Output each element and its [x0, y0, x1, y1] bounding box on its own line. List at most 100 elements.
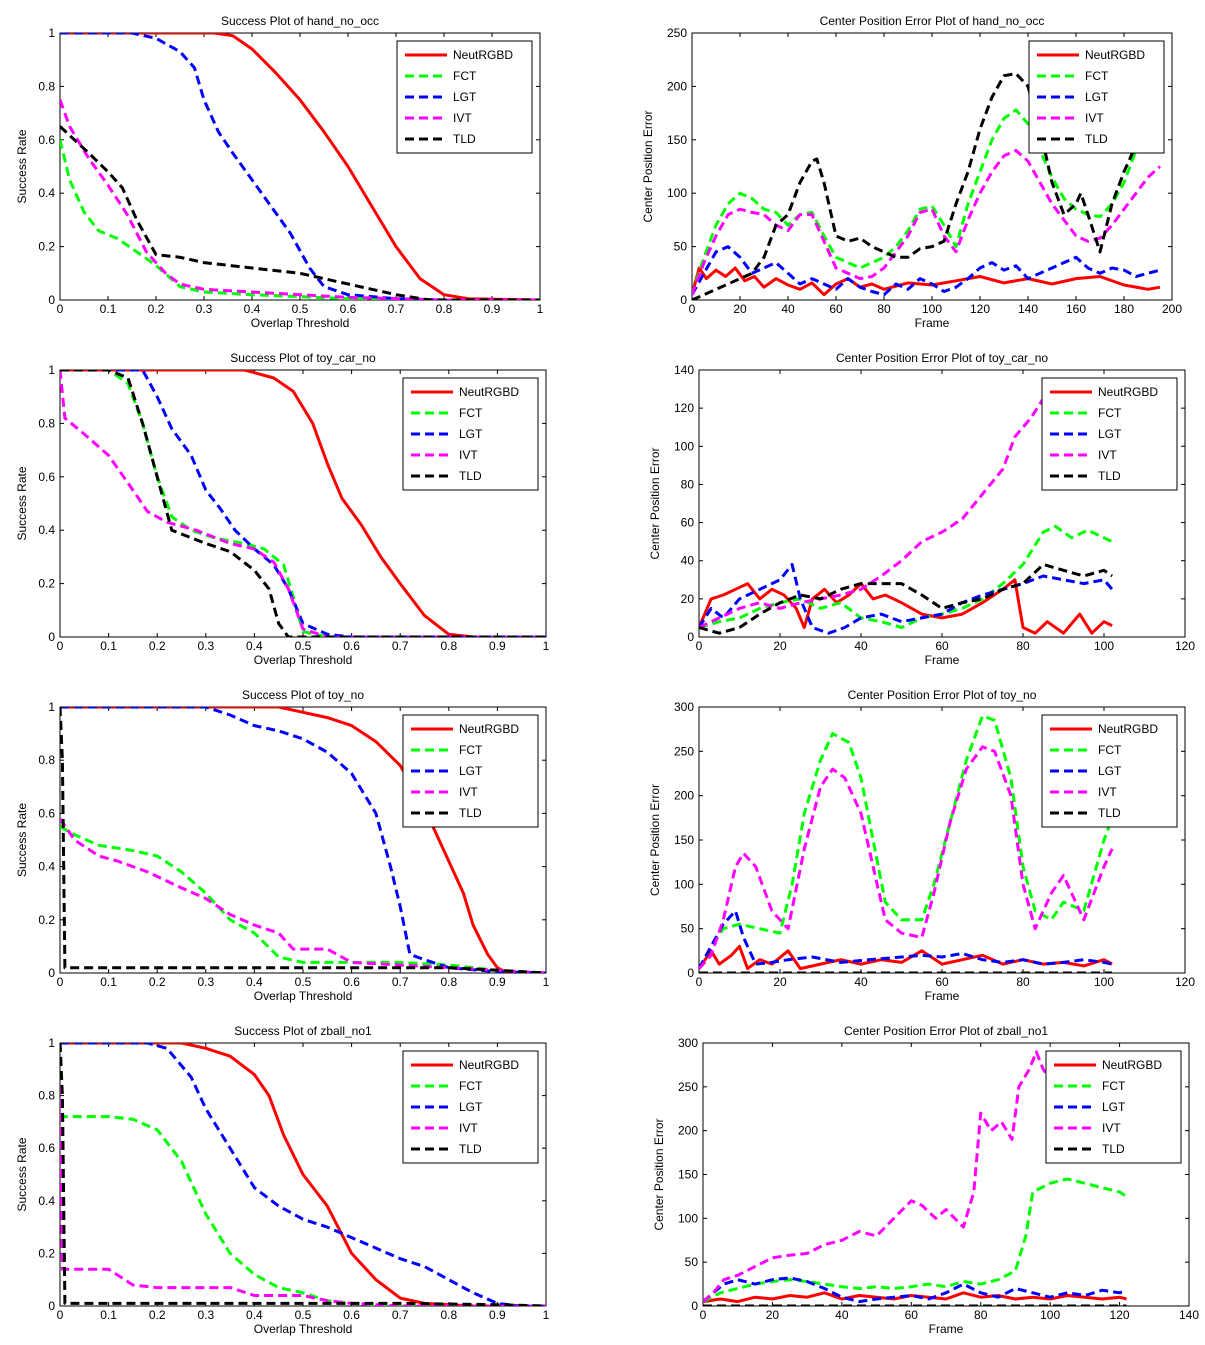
y-tick-label: 0: [48, 630, 55, 644]
legend-label: IVT: [459, 448, 478, 462]
y-tick-label: 250: [678, 1080, 698, 1094]
x-tick-label: 1: [543, 639, 550, 653]
x-tick-label: 0.4: [246, 639, 263, 653]
legend-label: TLD: [1098, 469, 1121, 483]
x-tick-label: 140: [1179, 1308, 1199, 1322]
x-tick-label: 40: [854, 639, 868, 653]
x-tick-label: 60: [829, 302, 843, 316]
legend-label: NeutRGBD: [1085, 48, 1145, 62]
series-group: [60, 1043, 546, 1306]
x-axis-label: Frame: [915, 316, 950, 330]
x-tick-label: 80: [1016, 975, 1030, 989]
series-line-lgt: [703, 1276, 1128, 1304]
series-line-neutrgbd: [692, 266, 1161, 297]
y-tick-label: 0.8: [38, 753, 55, 767]
legend-label: LGT: [1098, 427, 1122, 441]
x-tick-label: 1: [543, 1308, 550, 1322]
y-tick-label: 50: [685, 1255, 699, 1269]
x-tick-label: 0.1: [100, 1308, 117, 1322]
y-axis-label: Center Position Error: [648, 784, 662, 896]
series-line-fct: [699, 524, 1113, 629]
x-tick-label: 180: [1114, 302, 1134, 316]
series-line-neutrgbd: [60, 1043, 546, 1306]
series-line-tld: [60, 370, 546, 637]
legend: NeutRGBD FCT LGT IVT TLD: [402, 1050, 539, 1164]
x-axis-label: Frame: [925, 653, 960, 667]
chart-panel: Center Position Error Plot of hand_no_oc…: [641, 14, 1182, 330]
chart-title: Center Position Error Plot of toy_no: [848, 688, 1037, 702]
legend-label: LGT: [459, 764, 483, 778]
y-tick-label: 100: [667, 186, 687, 200]
legend-label: TLD: [453, 132, 476, 146]
legend-label: TLD: [1085, 132, 1108, 146]
series-group: [692, 72, 1161, 300]
x-tick-label: 20: [733, 302, 747, 316]
y-tick-label: 60: [681, 516, 695, 530]
legend: NeutRGBD FCT LGT IVT TLD: [402, 714, 539, 828]
chart-panel: Center Position Error Plot of toy_car_no…: [648, 351, 1195, 667]
series-line-lgt: [60, 1043, 546, 1306]
x-tick-label: 80: [974, 1308, 988, 1322]
legend-label: FCT: [459, 743, 483, 757]
y-tick-label: 0: [691, 1299, 698, 1313]
series-line-neutrgbd: [60, 370, 546, 637]
x-axis-label: Frame: [929, 1322, 964, 1336]
x-tick-label: 80: [1016, 639, 1030, 653]
x-tick-label: 0.5: [292, 302, 309, 316]
legend-label: LGT: [1098, 764, 1122, 778]
x-tick-label: 0: [57, 975, 64, 989]
x-tick-label: 100: [1040, 1308, 1060, 1322]
series-line-ivt: [699, 745, 1114, 970]
x-tick-label: 0.8: [436, 302, 453, 316]
x-tick-label: 100: [1094, 639, 1114, 653]
legend-label: NeutRGBD: [1098, 722, 1158, 736]
x-tick-label: 20: [766, 1308, 780, 1322]
series-line-tld: [60, 125, 540, 300]
x-tick-label: 0: [57, 302, 64, 316]
y-tick-label: 50: [681, 922, 695, 936]
y-tick-label: 80: [681, 477, 695, 491]
legend-label: TLD: [1098, 806, 1121, 820]
series-group: [699, 397, 1114, 635]
legend-label: IVT: [1098, 785, 1117, 799]
x-tick-label: 0.5: [295, 975, 312, 989]
y-tick-label: 1: [48, 1036, 55, 1050]
y-tick-label: 0.6: [38, 806, 55, 820]
y-axis-label: Success Rate: [15, 129, 29, 203]
series-group: [60, 370, 546, 637]
series-group: [60, 33, 540, 300]
x-tick-label: 0.4: [246, 975, 263, 989]
x-axis-label: Overlap Threshold: [251, 316, 350, 330]
x-tick-label: 0: [689, 302, 696, 316]
legend-label: FCT: [1098, 743, 1122, 757]
x-tick-label: 120: [1175, 975, 1195, 989]
x-tick-label: 0.1: [100, 302, 117, 316]
legend-label: IVT: [1102, 1121, 1121, 1135]
y-tick-label: 250: [667, 26, 687, 40]
series-line-lgt: [60, 707, 546, 973]
x-tick-label: 0.9: [489, 639, 506, 653]
series-group: [699, 714, 1114, 973]
y-tick-label: 0.4: [38, 1194, 55, 1208]
y-tick-label: 0.2: [38, 577, 55, 591]
x-tick-label: 80: [877, 302, 891, 316]
legend-label: FCT: [1098, 406, 1122, 420]
legend-label: NeutRGBD: [459, 385, 519, 399]
legend-label: LGT: [1085, 90, 1109, 104]
x-tick-label: 40: [854, 975, 868, 989]
x-tick-label: 0.8: [440, 639, 457, 653]
chart-title: Center Position Error Plot of toy_car_no: [836, 351, 1048, 365]
x-tick-label: 60: [935, 975, 949, 989]
series-line-neutrgbd: [699, 944, 1113, 971]
x-tick-label: 0.8: [440, 975, 457, 989]
legend-label: FCT: [453, 69, 477, 83]
y-tick-label: 50: [674, 240, 688, 254]
series-line-fct: [703, 1177, 1128, 1303]
series-group: [703, 1050, 1128, 1306]
series-line-ivt: [60, 1043, 546, 1306]
x-tick-label: 0.7: [388, 302, 405, 316]
legend-label: LGT: [453, 90, 477, 104]
legend-label: IVT: [459, 1121, 478, 1135]
legend-label: LGT: [459, 427, 483, 441]
x-tick-label: 100: [922, 302, 942, 316]
